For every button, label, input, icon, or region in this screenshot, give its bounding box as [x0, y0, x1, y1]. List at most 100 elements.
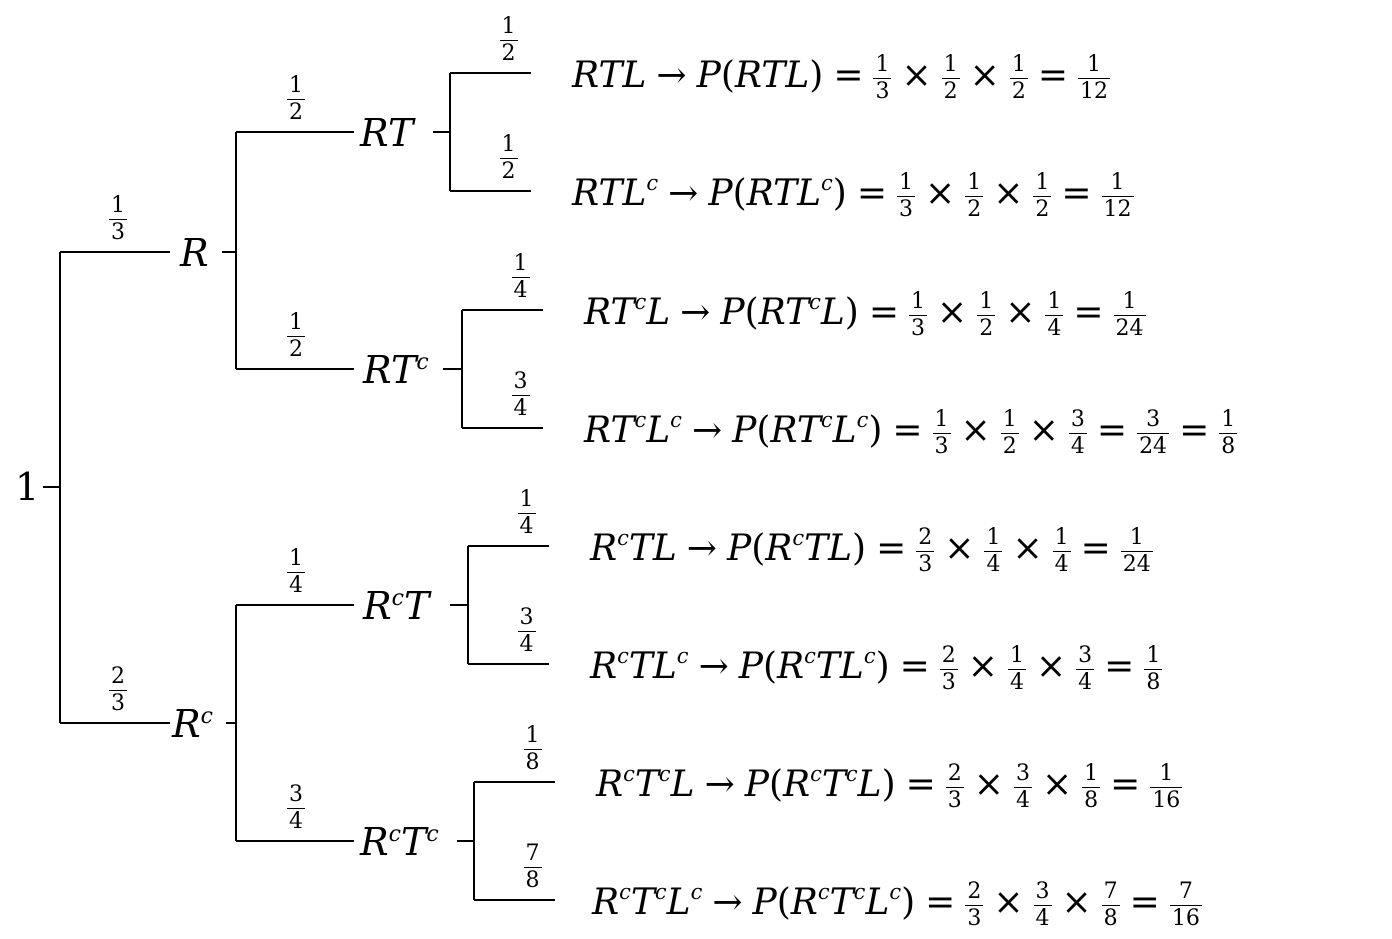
right-paren: ) — [809, 55, 824, 96]
times-symbol: × — [944, 528, 975, 569]
result-numerator: 1 — [1159, 760, 1174, 786]
outcome-event: RTcLc — [584, 410, 682, 451]
outcome-event-argument: RcTLc — [777, 646, 876, 687]
times-symbol: × — [1028, 410, 1059, 451]
complement-superscript: c — [658, 762, 671, 787]
probability-denominator: 2 — [499, 40, 518, 66]
equals-symbol: = — [1096, 410, 1128, 451]
factor-numerator: 1 — [967, 169, 982, 195]
complement-superscript: c — [416, 349, 429, 375]
prob-fn-symbol: P — [752, 882, 777, 923]
equals-symbol: = — [899, 646, 930, 687]
arrow-symbol: → — [686, 528, 717, 569]
probability-denominator: 4 — [511, 277, 530, 303]
factor-denominator: 4 — [1007, 668, 1026, 695]
outcome-event: RcTLc — [590, 646, 689, 687]
result-fraction: 1 12 — [1101, 171, 1134, 221]
probability-function: P(RTL) — [697, 58, 824, 94]
complement-superscript: c — [845, 762, 858, 787]
event-symbol: L — [646, 410, 671, 451]
level2-event: RcT — [363, 584, 429, 628]
event-symbol: T — [387, 111, 414, 155]
result-numerator: 3 — [1146, 406, 1161, 432]
event-symbol: R — [584, 410, 611, 451]
factor-numerator: 3 — [1035, 878, 1050, 904]
event-symbol: R — [758, 292, 786, 333]
complement-superscript: c — [619, 880, 631, 905]
event-symbol: T — [630, 882, 655, 923]
event-symbol: R — [590, 528, 618, 569]
outcome-event: RTL — [572, 58, 646, 94]
probability-denominator: 4 — [287, 808, 305, 834]
complement-superscript: c — [676, 644, 689, 669]
event-symbol: L — [832, 410, 857, 451]
factor-denominator: 3 — [873, 77, 892, 104]
event-symbol: R — [363, 584, 392, 628]
factor-numerator: 1 — [875, 51, 890, 77]
probability-function: P(RcTLc) — [739, 646, 890, 687]
complement-superscript: c — [817, 880, 830, 905]
outcome-event-argument: RcTcLc — [791, 882, 901, 923]
leaf-formula: RTL → P(RTL) = 1 3 × 1 2 × 1 2 = 1 12 — [572, 51, 1110, 104]
complement-superscript: c — [388, 821, 401, 847]
event-symbol: T — [390, 348, 417, 392]
event-symbol: L — [865, 882, 890, 923]
factor-numerator: 1 — [1054, 524, 1069, 550]
equals-symbol: = — [905, 764, 936, 805]
arrow-symbol: → — [680, 292, 711, 333]
factor-numerator: 2 — [947, 760, 962, 786]
factor-numerator: 2 — [967, 878, 982, 904]
leaf-formula: RcTLc → P(RcTLc) = 2 3 × 1 4 × 3 4 = 1 8 — [590, 642, 1163, 695]
arrow-symbol: → — [691, 410, 723, 451]
event-symbol: L — [666, 882, 691, 923]
equals-symbol: = — [1073, 292, 1104, 333]
event-symbol: L — [652, 646, 677, 687]
left-paren: ( — [756, 410, 771, 451]
probability-numerator: 1 — [525, 723, 540, 748]
factor-numerator: 3 — [1078, 642, 1093, 668]
probability-denominator: 3 — [109, 690, 127, 716]
complement-superscript: c — [820, 408, 833, 433]
probability-function: P(RcTcLc) — [752, 882, 916, 923]
event-symbol: R — [584, 292, 611, 333]
leaf-formula: RcTL → P(RcTL) = 2 3 × 1 4 × 1 4 = 1 24 — [590, 524, 1153, 575]
factor-denominator: 4 — [1045, 314, 1064, 341]
times-symbol: × — [1005, 292, 1036, 333]
factor-numerator: 1 — [943, 51, 958, 77]
leaf-formula: RcTcL → P(RcTcL) = 2 3 × 3 4 × 1 8 = 1 16 — [596, 760, 1183, 813]
event-symbol: L — [839, 646, 864, 687]
outcome-event: RcTL — [590, 528, 677, 569]
equals-symbol: = — [892, 410, 923, 451]
event-symbol: T — [829, 882, 854, 923]
times-symbol: × — [960, 410, 991, 451]
event-symbol: L — [646, 292, 671, 333]
factor-numerator: 2 — [918, 524, 933, 550]
event-symbol: R — [572, 55, 599, 96]
result-fraction: 7 16 — [1169, 880, 1202, 930]
event-symbol: L — [820, 292, 845, 333]
event-symbol: T — [773, 173, 798, 214]
result-numerator: 1 — [1129, 524, 1144, 550]
result-denominator: 8 — [1219, 432, 1238, 459]
event-symbol: T — [785, 292, 810, 333]
equals-symbol: = — [1179, 410, 1210, 451]
probability-function: P(RcTcL) — [745, 764, 896, 803]
factor-numerator: 7 — [1103, 878, 1118, 904]
result-numerator: 1 — [1221, 406, 1236, 432]
event-symbol: R — [596, 764, 624, 805]
leaf-formula: RTcLc → P(RTcLc) = 1 3 × 1 2 × 3 4 = 3 24 = 1 8 — [584, 406, 1238, 459]
complement-superscript: c — [617, 526, 629, 551]
result-denominator: 16 — [1150, 786, 1183, 813]
times-symbol: × — [969, 55, 1000, 96]
prob-fn-symbol: P — [708, 173, 733, 214]
probability-function: P(RTLc) — [708, 173, 847, 214]
